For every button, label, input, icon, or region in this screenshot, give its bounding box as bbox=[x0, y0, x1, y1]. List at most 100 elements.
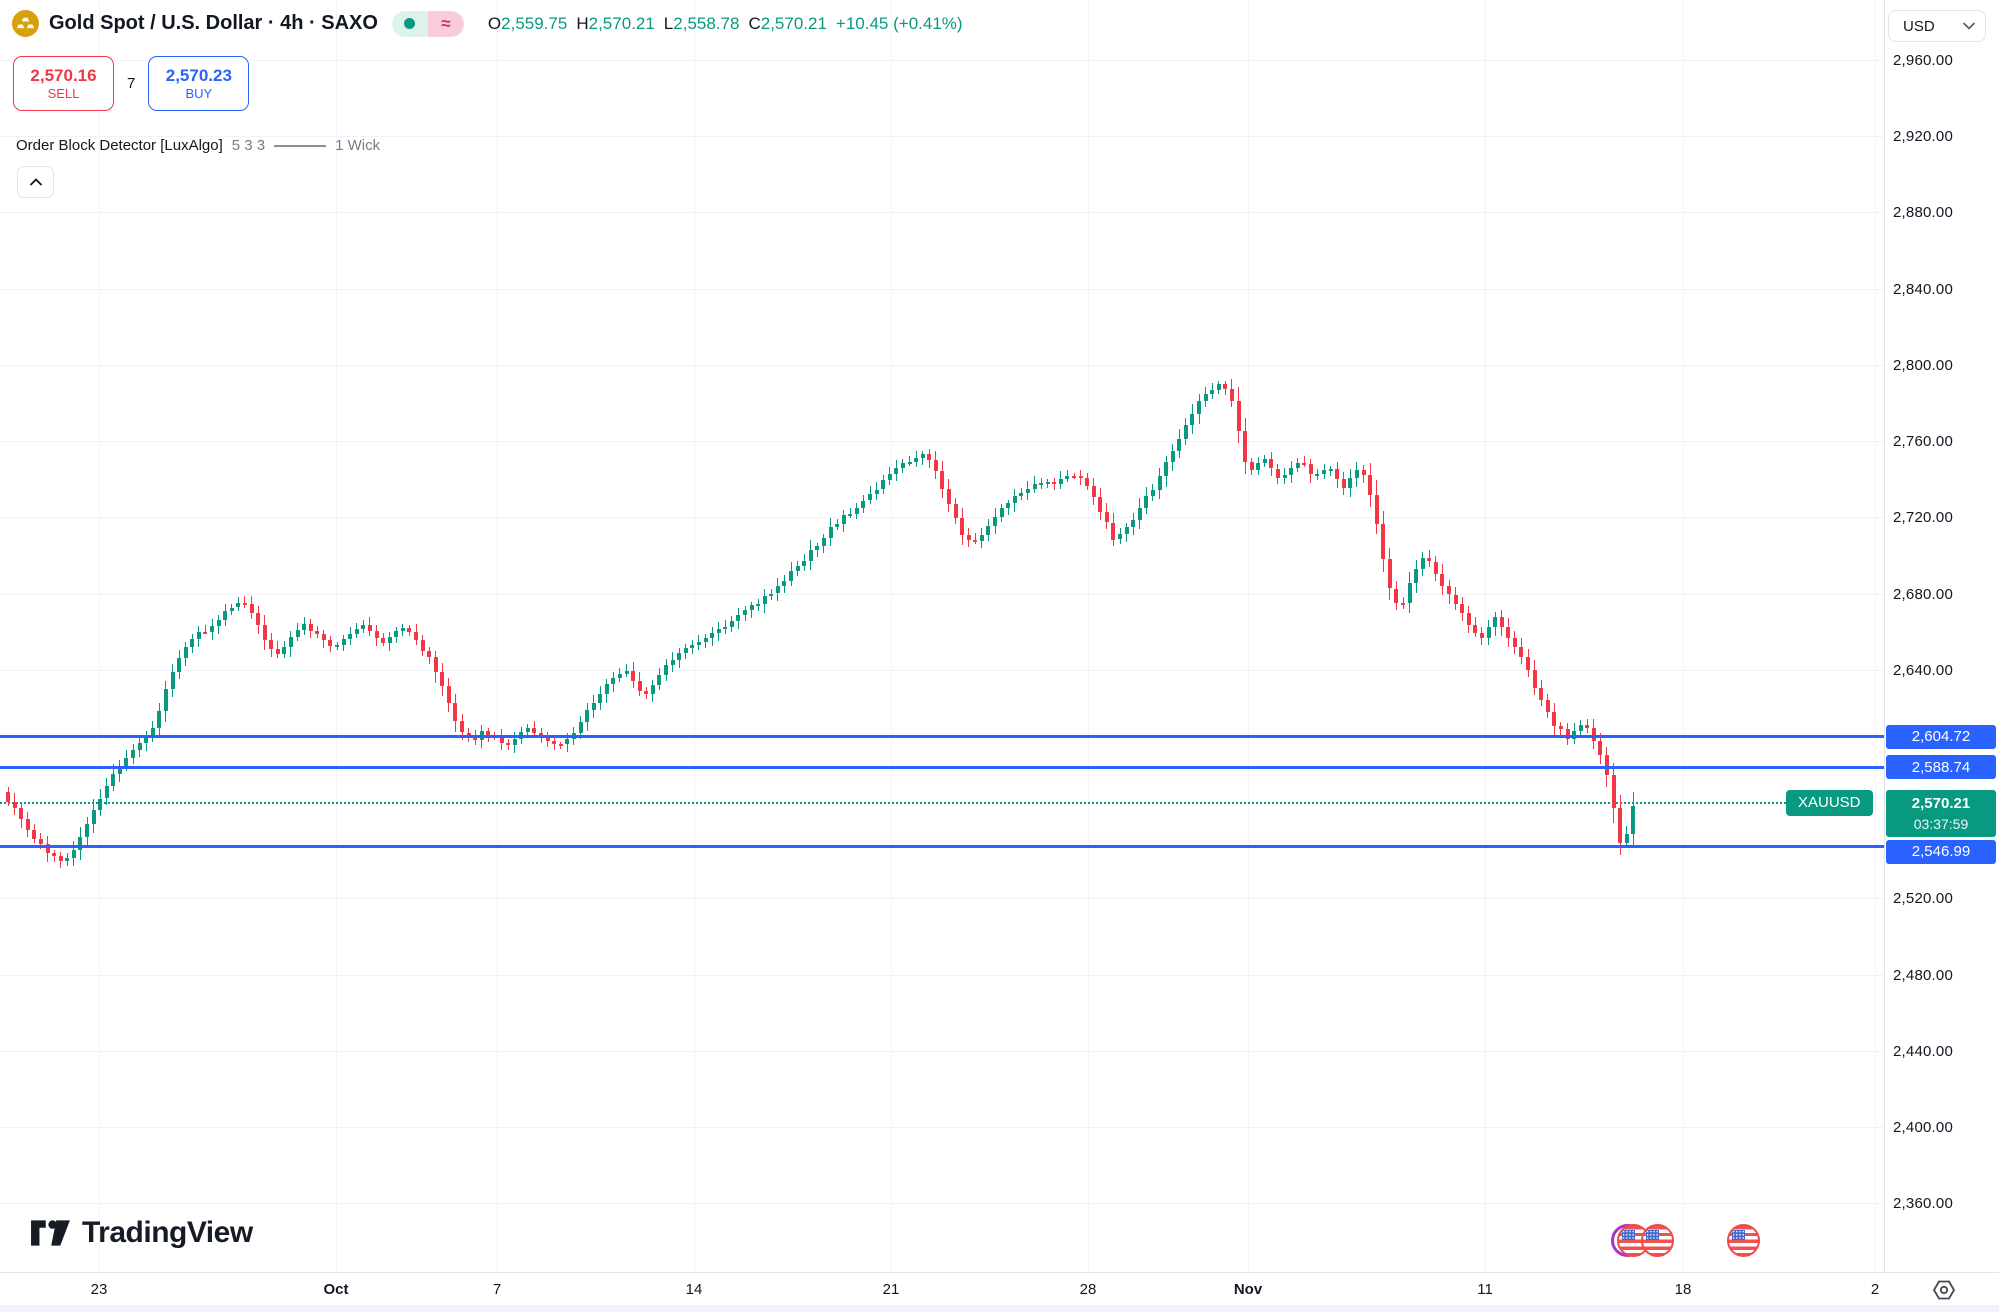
market-open-icon[interactable] bbox=[391, 10, 428, 37]
time-tick-label: Oct bbox=[323, 1281, 349, 1298]
candle bbox=[1236, 400, 1241, 431]
candle bbox=[150, 728, 155, 738]
time-tick-label: Nov bbox=[1233, 1281, 1263, 1298]
candle bbox=[506, 742, 511, 745]
candle bbox=[190, 638, 195, 648]
symbol-title[interactable]: Gold Spot / U.S. Dollar · 4h · SAXO bbox=[49, 12, 378, 34]
buy-button[interactable]: 2,570.23 BUY bbox=[148, 56, 250, 111]
time-tick-label: 28 bbox=[1079, 1281, 1097, 1298]
us-flag-icon[interactable] bbox=[1727, 1224, 1760, 1257]
candle bbox=[960, 517, 965, 535]
candle bbox=[1183, 425, 1188, 439]
price-tick-label: 2,480.00 bbox=[1893, 966, 1953, 984]
time-tick-label: 14 bbox=[685, 1281, 703, 1298]
candle bbox=[170, 672, 175, 690]
indicator-title[interactable]: Order Block Detector [LuxAlgo] bbox=[16, 137, 223, 154]
candle bbox=[381, 637, 386, 643]
candle bbox=[183, 647, 188, 658]
candle bbox=[716, 628, 721, 634]
time-axis-settings-button[interactable] bbox=[1930, 1276, 1957, 1303]
candle bbox=[1354, 469, 1359, 479]
candle bbox=[1302, 462, 1307, 465]
candle bbox=[328, 639, 333, 646]
candle bbox=[789, 571, 793, 581]
indicator-legend[interactable]: Order Block Detector [LuxAlgo] 5 3 3 1 W… bbox=[16, 137, 380, 154]
candle bbox=[1585, 725, 1590, 728]
candle bbox=[341, 638, 346, 646]
tradingview-logo[interactable]: TradingView bbox=[30, 1216, 253, 1250]
candle bbox=[749, 605, 754, 610]
candle bbox=[1591, 727, 1596, 742]
order-block-level-line bbox=[0, 765, 1884, 769]
candle bbox=[1526, 656, 1530, 671]
candle bbox=[1315, 473, 1320, 476]
delayed-data-icon[interactable]: ≈ bbox=[427, 10, 464, 37]
candle bbox=[1374, 495, 1379, 525]
candle bbox=[163, 689, 168, 712]
candle bbox=[387, 636, 392, 643]
candle bbox=[1618, 808, 1623, 843]
candle bbox=[1493, 616, 1498, 627]
candle bbox=[144, 737, 149, 744]
sell-price: 2,570.16 bbox=[30, 66, 97, 85]
candle bbox=[1025, 488, 1030, 493]
order-panel: 2,570.16 SELL 7 2,570.23 BUY bbox=[13, 56, 250, 111]
price-tick-label: 2,440.00 bbox=[1893, 1042, 1953, 1060]
us-flag-icon[interactable] bbox=[1641, 1224, 1674, 1257]
candle bbox=[532, 727, 537, 733]
candle bbox=[525, 727, 530, 732]
candle bbox=[815, 546, 820, 550]
candle bbox=[1137, 507, 1142, 521]
candle bbox=[203, 632, 208, 634]
candle bbox=[1381, 524, 1386, 560]
candle bbox=[743, 609, 747, 615]
gear-icon bbox=[1932, 1280, 1955, 1299]
candle bbox=[552, 741, 557, 745]
candle bbox=[1479, 632, 1484, 638]
candle bbox=[604, 684, 609, 694]
candle bbox=[433, 657, 438, 672]
candle bbox=[131, 750, 135, 758]
candle bbox=[762, 595, 767, 604]
candle bbox=[1420, 558, 1425, 569]
collapse-legend-button[interactable] bbox=[17, 166, 54, 198]
candle bbox=[223, 610, 228, 620]
candle bbox=[907, 461, 912, 464]
candle-wick bbox=[1053, 478, 1055, 491]
time-tick-label: 21 bbox=[882, 1281, 900, 1298]
price-gridline bbox=[0, 60, 1884, 61]
currency-dropdown[interactable]: USD bbox=[1888, 10, 1986, 42]
candle bbox=[1131, 520, 1136, 527]
candle bbox=[795, 566, 800, 572]
order-block-level-line bbox=[0, 845, 1884, 849]
candle bbox=[637, 681, 642, 691]
candle bbox=[308, 624, 313, 631]
candle bbox=[1598, 741, 1603, 755]
price-tick-label: 2,680.00 bbox=[1893, 585, 1953, 603]
candle bbox=[1565, 729, 1570, 740]
indicator-params: 5 3 3 bbox=[231, 137, 266, 154]
price-tick-label: 2,960.00 bbox=[1893, 52, 1953, 69]
price-tick-label: 2,840.00 bbox=[1893, 280, 1953, 298]
candle bbox=[315, 630, 320, 634]
candle bbox=[1322, 469, 1326, 474]
sell-button[interactable]: 2,570.16 SELL bbox=[13, 56, 114, 111]
candle bbox=[104, 785, 109, 799]
time-axis[interactable]: 23 Oct 7 14 21 28 Nov 11 18 2 bbox=[0, 1272, 1999, 1306]
price-axis[interactable]: 2,960.00 2,920.00 2,880.00 2,840.00 2,800.00… bbox=[1884, 0, 1999, 1272]
candle bbox=[210, 626, 214, 633]
candle bbox=[1085, 478, 1090, 486]
candle bbox=[1295, 462, 1300, 469]
candle bbox=[1394, 588, 1399, 604]
candle bbox=[65, 858, 70, 861]
candle bbox=[868, 494, 872, 501]
candle bbox=[354, 628, 359, 635]
candle bbox=[335, 645, 339, 648]
legend-row: Gold Spot / U.S. Dollar · 4h · SAXO ≈ O2… bbox=[12, 10, 963, 37]
candle bbox=[848, 514, 853, 517]
candle bbox=[45, 843, 50, 854]
candle bbox=[1308, 464, 1313, 474]
candle bbox=[1519, 647, 1524, 657]
price-gridline bbox=[0, 364, 1884, 366]
candle-wick bbox=[1402, 597, 1404, 609]
